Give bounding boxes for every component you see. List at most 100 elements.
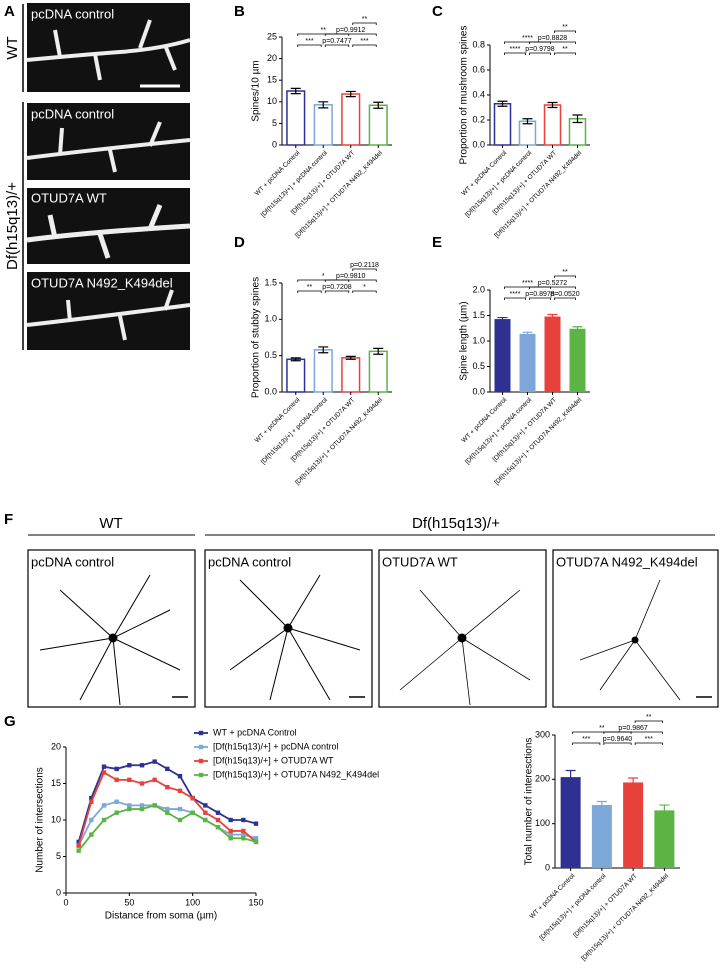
panel-letter: B	[234, 3, 245, 20]
image-label: pcDNA control	[208, 554, 291, 569]
x-tick-label: 0	[63, 897, 68, 907]
point	[165, 810, 170, 815]
significance-bracket	[324, 33, 377, 36]
legend-label: [Df(h15q13)/+] + pcDNA control	[213, 741, 339, 751]
y-axis-label: Number of intersections	[35, 767, 46, 873]
y-tick-label: 5	[272, 118, 277, 128]
significance-bracket	[297, 290, 322, 293]
significance-label: **	[307, 284, 313, 291]
bar	[519, 333, 536, 392]
point	[241, 828, 246, 834]
y-tick-label: 0.0	[472, 139, 485, 149]
significance-bracket	[554, 30, 576, 33]
neuron-image	[552, 549, 719, 708]
significance-label: **	[321, 27, 327, 34]
significance-label: p=0.8978	[525, 291, 554, 298]
significance-bracket	[324, 290, 350, 293]
point	[139, 806, 145, 812]
significance-label: p=0.9798	[525, 46, 554, 53]
point	[114, 777, 119, 783]
error-bar	[659, 804, 670, 817]
point	[177, 817, 183, 823]
bar	[543, 104, 562, 146]
y-tick-label: 0.6	[472, 64, 485, 74]
bar	[623, 782, 644, 868]
point	[152, 759, 157, 764]
y-tick-label: 0	[56, 887, 61, 897]
significance-label: **	[599, 725, 605, 732]
y-tick-label: 0.2	[472, 114, 485, 124]
bar	[341, 93, 361, 146]
point	[114, 766, 119, 772]
point	[114, 799, 119, 804]
point	[152, 803, 157, 808]
significance-label: ****	[522, 280, 533, 287]
point	[89, 799, 94, 804]
point	[165, 806, 170, 812]
bar	[654, 810, 675, 868]
point	[253, 821, 259, 826]
point	[127, 803, 132, 808]
point	[177, 806, 183, 812]
x-tick-label: WT + pcDNA Control	[254, 149, 302, 197]
point	[228, 817, 233, 823]
neuron-image	[378, 549, 547, 708]
significance-bracket	[504, 297, 526, 300]
image-label: pcDNA control	[31, 6, 114, 21]
error-bar	[565, 769, 576, 785]
image-label: OTUD7A N492_K494del	[31, 275, 173, 290]
significance-label: p=0.7477	[322, 38, 351, 45]
point	[127, 806, 132, 812]
point	[89, 795, 94, 801]
significance-label: **	[362, 16, 368, 23]
y-tick-label: 0.0	[264, 386, 277, 396]
significance-label: ***	[305, 38, 313, 45]
y-tick-label: 300	[535, 729, 550, 739]
point	[190, 810, 195, 815]
legend-marker	[198, 730, 204, 736]
significance-bracket	[352, 290, 377, 293]
panel-letter: C	[432, 3, 443, 20]
significance-label: *	[322, 273, 325, 280]
point	[101, 817, 107, 823]
error-bar	[373, 347, 384, 355]
legend-label: [Df(h15q13)/+] + OTUD7A WT	[213, 755, 334, 765]
significance-bracket	[297, 44, 322, 47]
x-tick-label: [Df(h15q13)/+] + pcDNA control	[538, 872, 607, 941]
significance-label: ****	[510, 46, 521, 53]
significance-bracket	[529, 41, 576, 44]
y-tick-label: 100	[535, 818, 550, 828]
panel-letter: E	[432, 234, 442, 251]
point	[127, 763, 132, 768]
significance-bracket	[554, 52, 576, 55]
point	[89, 832, 94, 837]
point	[253, 836, 259, 841]
micrograph	[26, 272, 191, 350]
point	[101, 803, 107, 808]
error-bar	[290, 357, 301, 362]
x-tick-label: 50	[124, 897, 134, 907]
panel-f: WT Df(h15q13)/+ pcDNA control pcD	[27, 515, 719, 708]
significance-bracket	[297, 33, 350, 36]
bar	[569, 328, 586, 392]
x-tick-label: WT + pcDNA Control	[460, 396, 508, 444]
bar	[286, 358, 306, 393]
significance-bracket	[554, 297, 576, 300]
point	[241, 832, 246, 837]
bar	[341, 357, 361, 393]
significance-bracket	[324, 279, 377, 282]
y-tick-label: 25	[267, 31, 277, 41]
y-tick-label: 0.8	[472, 39, 485, 49]
legend-marker	[198, 758, 204, 764]
x-tick-label: WT + pcDNA Control	[254, 396, 302, 444]
significance-bracket	[352, 44, 377, 47]
point	[228, 828, 233, 834]
significance-bracket	[504, 286, 551, 289]
point	[101, 764, 107, 769]
point	[165, 766, 170, 772]
legend-marker	[198, 744, 204, 750]
y-axis-label: Total number of interesctions	[524, 738, 535, 866]
error-bar	[290, 87, 301, 95]
point	[76, 848, 81, 853]
